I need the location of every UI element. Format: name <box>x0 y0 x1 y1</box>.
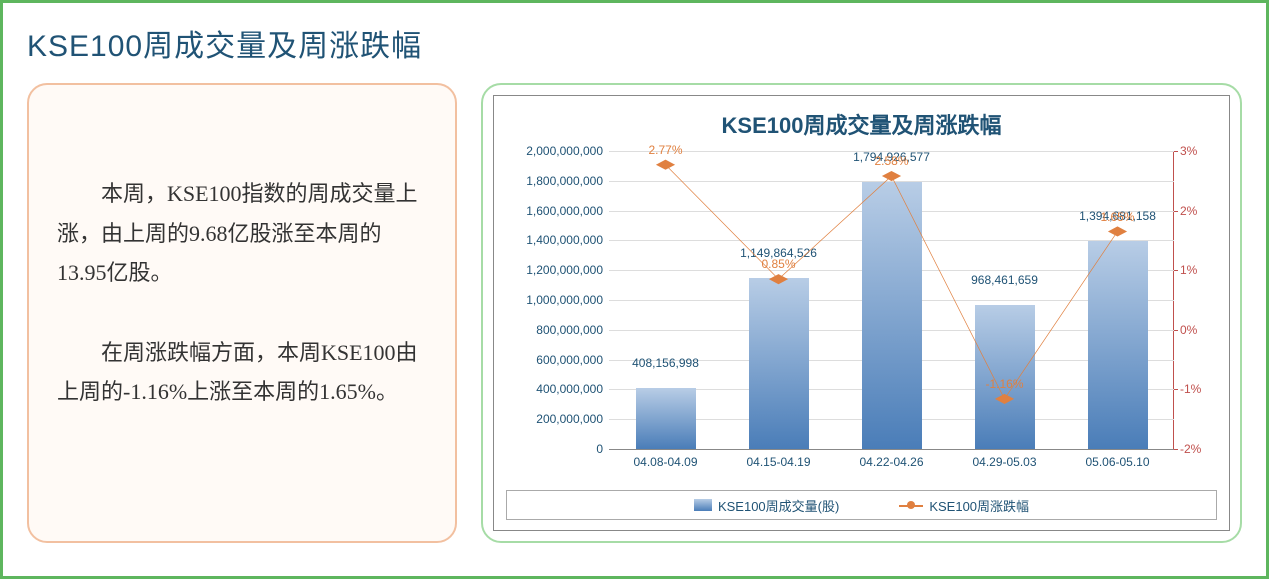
y1-tick-label: 1,800,000,000 <box>526 174 609 188</box>
x-tick-label: 04.08-04.09 <box>633 449 697 469</box>
chart-box: KSE100周成交量及周涨跌幅 0200,000,000400,000,0006… <box>493 95 1230 531</box>
x-tick-label: 04.29-05.03 <box>972 449 1036 469</box>
x-tick-label: 04.15-04.19 <box>746 449 810 469</box>
chart-panel: KSE100周成交量及周涨跌幅 0200,000,000400,000,0006… <box>481 83 1242 543</box>
line-value-label: 2.58% <box>874 154 908 168</box>
line-value-label: 1.65% <box>1100 210 1134 224</box>
y1-tick-label: 200,000,000 <box>536 412 609 426</box>
line-value-label: 0.85% <box>761 257 795 271</box>
line-swatch-icon <box>899 499 923 511</box>
y2-tick-label: -2% <box>1174 442 1201 456</box>
panels: 本周，KSE100指数的周成交量上涨，由上周的9.68亿股涨至本周的13.95亿… <box>27 83 1242 543</box>
y2-tick-label: -1% <box>1174 382 1201 396</box>
plot-area: 0200,000,000400,000,000600,000,000800,00… <box>609 151 1174 450</box>
y2-tick-label: 2% <box>1174 204 1197 218</box>
y2-tick-label: 1% <box>1174 263 1197 277</box>
y1-tick-label: 2,000,000,000 <box>526 144 609 158</box>
y1-tick-label: 800,000,000 <box>536 323 609 337</box>
y1-tick-label: 600,000,000 <box>536 353 609 367</box>
paragraph-2: 在周涨跌幅方面，本周KSE100由上周的-1.16%上涨至本周的1.65%。 <box>57 333 427 412</box>
line-value-label: -1.16% <box>985 377 1023 391</box>
x-tick-label: 05.06-05.10 <box>1085 449 1149 469</box>
line-marker <box>882 171 901 181</box>
y1-tick-label: 0 <box>596 442 609 456</box>
text-panel: 本周，KSE100指数的周成交量上涨，由上周的9.68亿股涨至本周的13.95亿… <box>27 83 457 543</box>
trend-line <box>666 165 1118 399</box>
line-marker <box>1108 226 1127 236</box>
line-marker <box>656 160 675 170</box>
legend-line-label: KSE100周涨跌幅 <box>929 496 1029 515</box>
line-layer <box>609 151 1174 449</box>
y1-tick-label: 1,000,000,000 <box>526 293 609 307</box>
line-marker <box>769 274 788 284</box>
y1-tick-label: 1,400,000,000 <box>526 233 609 247</box>
chart-title: KSE100周成交量及周涨跌幅 <box>494 96 1229 148</box>
x-tick-label: 04.22-04.26 <box>859 449 923 469</box>
y2-tick-label: 0% <box>1174 323 1197 337</box>
line-marker <box>995 394 1014 404</box>
y1-tick-label: 1,200,000,000 <box>526 263 609 277</box>
y1-tick-label: 400,000,000 <box>536 382 609 396</box>
legend-item-bar: KSE100周成交量(股) <box>694 496 839 515</box>
chart-legend: KSE100周成交量(股) KSE100周涨跌幅 <box>506 490 1217 520</box>
legend-item-line: KSE100周涨跌幅 <box>899 496 1029 515</box>
bar-swatch-icon <box>694 499 712 511</box>
outer-frame: KSE100周成交量及周涨跌幅 本周，KSE100指数的周成交量上涨，由上周的9… <box>0 0 1269 579</box>
paragraph-1: 本周，KSE100指数的周成交量上涨，由上周的9.68亿股涨至本周的13.95亿… <box>57 174 427 293</box>
y2-tick-label: 3% <box>1174 144 1197 158</box>
y1-tick-label: 1,600,000,000 <box>526 204 609 218</box>
line-value-label: 2.77% <box>648 143 682 157</box>
legend-bar-label: KSE100周成交量(股) <box>718 496 839 515</box>
page-title: KSE100周成交量及周涨跌幅 <box>27 21 1242 65</box>
